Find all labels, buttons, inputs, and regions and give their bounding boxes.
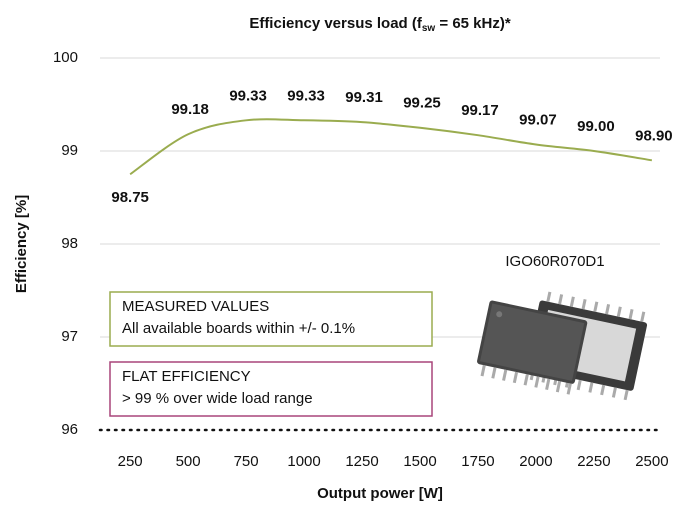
y-tick-label: 96 [61,421,78,438]
x-tick-label: 1750 [461,453,494,470]
x-tick-label: 2500 [635,453,668,470]
x-tick-label: 500 [176,453,201,470]
x-tick-label: 750 [234,453,259,470]
data-label: 98.90 [635,127,673,144]
y-tick-label: 98 [61,235,78,252]
annotation-text: MEASURED VALUES [122,298,269,315]
x-tick-label: 1250 [345,453,378,470]
data-label: 99.31 [345,89,383,106]
x-axis-label: Output power [W] [317,485,443,502]
annotation-text: FLAT EFFICIENCY [122,368,251,385]
series-line [130,119,652,174]
data-label: 99.18 [171,101,209,118]
data-label: 99.17 [461,102,499,119]
data-label: 99.33 [287,87,325,104]
data-label: 98.75 [111,189,149,206]
title-part: = 65 kHz)* [435,15,511,32]
annotation-text: > 99 % over wide load range [122,390,313,407]
x-tick-label: 1000 [287,453,320,470]
y-tick-label: 100 [53,49,78,66]
series-name: IGO60R070D1 [505,253,604,270]
y-tick-label: 97 [61,328,78,345]
annotation-text: All available boards within +/- 0.1% [122,320,355,337]
y-tick-label: 99 [61,142,78,159]
chip-image [474,290,649,401]
x-tick-label: 2250 [577,453,610,470]
data-label: 99.25 [403,95,441,112]
x-tick-label: 1500 [403,453,436,470]
data-label: 99.07 [519,111,557,128]
x-tick-label: 250 [118,453,143,470]
data-label: 99.00 [577,118,615,135]
title-part: Efficiency versus load (f [249,15,423,32]
x-tick-label: 2000 [519,453,552,470]
title-subscript: sw [422,23,436,34]
data-label: 99.33 [229,87,267,104]
y-axis-label: Efficiency [%] [13,195,30,293]
chart-title: Efficiency versus load (fsw = 65 kHz)* [249,15,511,34]
chart: Efficiency versus load (fsw = 65 kHz)* E… [0,0,688,512]
